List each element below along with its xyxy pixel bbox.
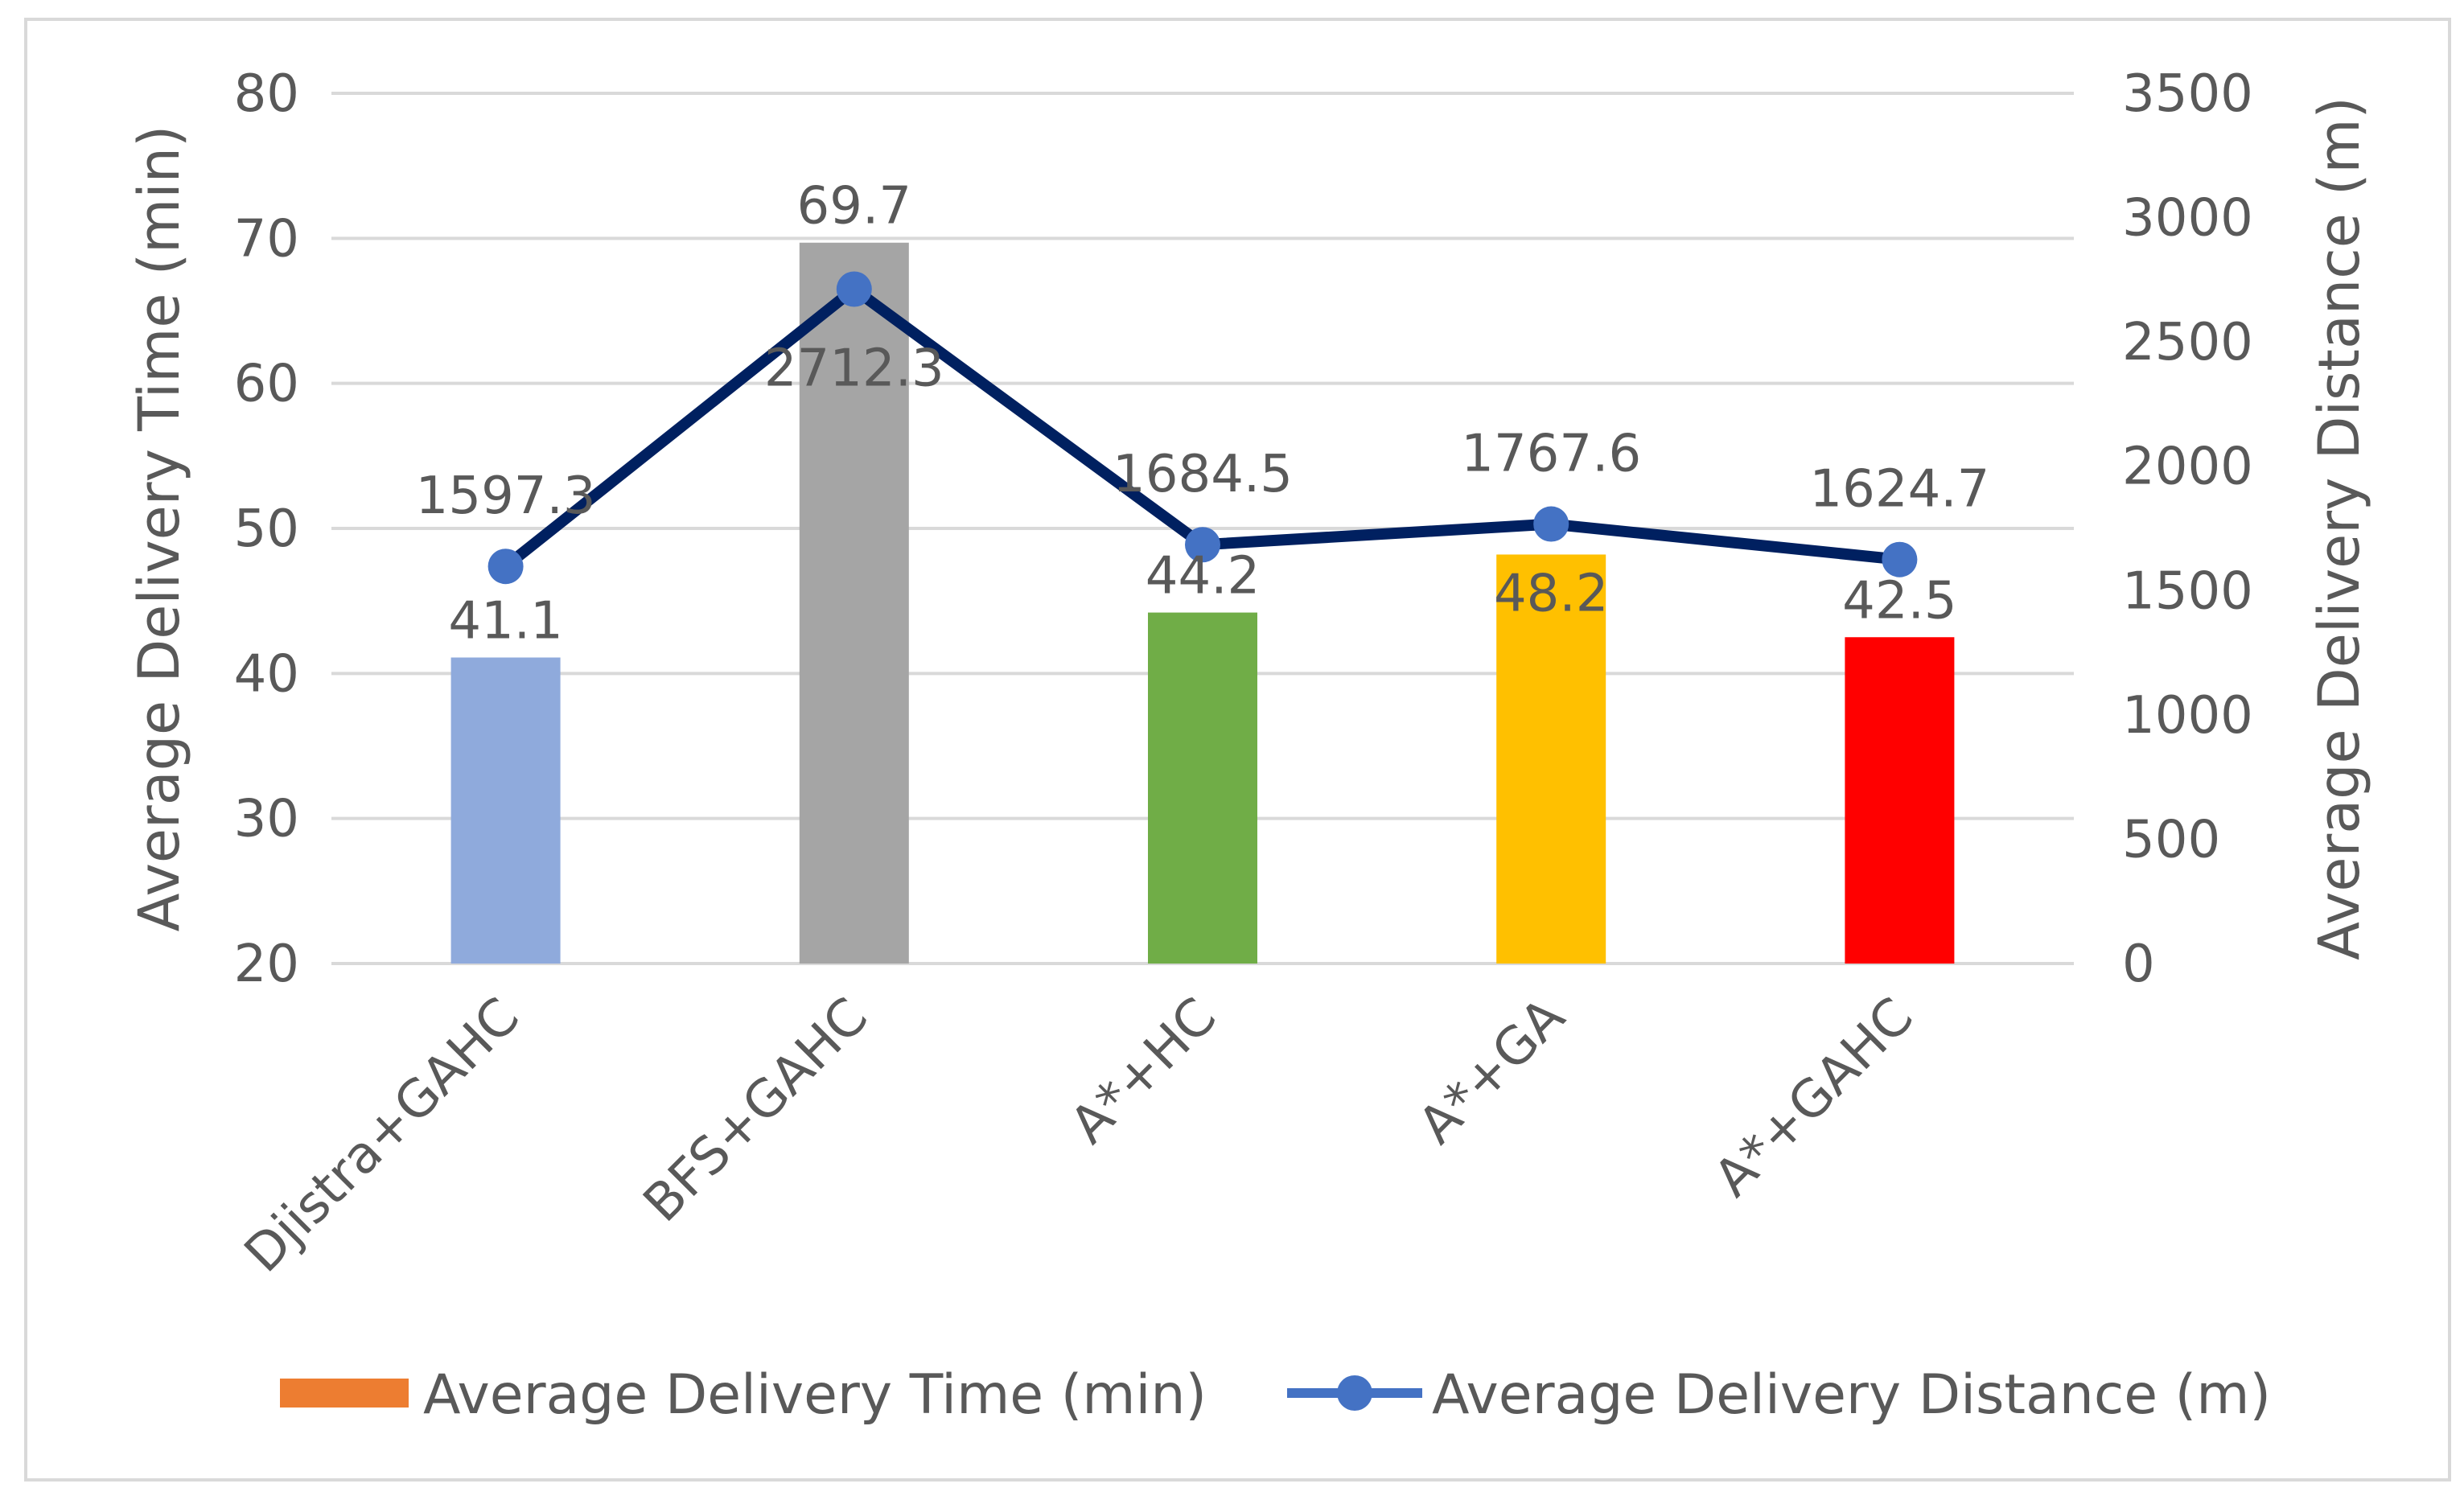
bar [450,657,561,964]
y-left-tick-label: 30 [234,790,299,849]
distance-marker [1882,541,1918,577]
y-left-tick-label: 20 [234,935,299,994]
legend-bar-swatch [280,1379,409,1408]
line-value-label: 1624.7 [1809,460,1989,520]
legend: Average Delivery Time (min) Average Deli… [280,1363,2271,1427]
y-right-tick-label: 1500 [2122,561,2253,621]
y-left-tick-label: 50 [234,499,299,559]
y-right-tick-label: 3000 [2122,189,2253,249]
line-value-label: 1767.6 [1461,425,1641,484]
bar [799,242,909,964]
gridlines [331,92,2074,965]
y-right-tick-label: 2000 [2122,438,2253,497]
y-left-tick-label: 40 [234,644,299,704]
data-labels: 41.1 69.7 44.2 48.2 42.5 1597.3 2712.3 1684.5 17… [416,177,1990,651]
bar-value-label: 69.7 [797,177,912,236]
legend-bar-label: Average Delivery Time (min) [423,1363,1207,1427]
bar-value-label: 41.1 [448,591,563,651]
bar-series [450,242,1955,964]
distance-marker [487,549,524,585]
bar-value-label: 42.5 [1842,571,1957,631]
distance-marker [1533,506,1569,542]
y-left-tick-label: 60 [234,355,299,414]
legend-line-marker [1337,1375,1372,1411]
y-right-tick-label: 500 [2122,810,2220,869]
bar [1845,637,1955,964]
y-right-tick-label: 0 [2122,935,2155,994]
bar [1496,554,1606,964]
line-value-label: 2712.3 [764,339,944,399]
bar-value-label: 44.2 [1146,547,1261,606]
bar [1148,612,1257,964]
line-value-label: 1597.3 [416,466,596,526]
line-series [487,271,1918,585]
y-right-tick-label: 3500 [2122,64,2253,124]
legend-line-label: Average Delivery Distance (m) [1432,1363,2271,1427]
y-left-tick-label: 70 [234,209,299,269]
y-right-axis-title: Average Delivery Distance (m) [2306,97,2372,960]
y-left-axis-title: Average Delivery Time (min) [126,125,192,932]
distance-marker [1185,527,1220,563]
y-left-tick-label: 80 [234,64,299,124]
y-right-tick-label: 2500 [2122,313,2253,372]
distance-marker [836,271,872,307]
bar-value-label: 48.2 [1494,564,1609,623]
line-value-label: 1684.5 [1113,445,1293,504]
y-right-tick-label: 1000 [2122,686,2253,746]
